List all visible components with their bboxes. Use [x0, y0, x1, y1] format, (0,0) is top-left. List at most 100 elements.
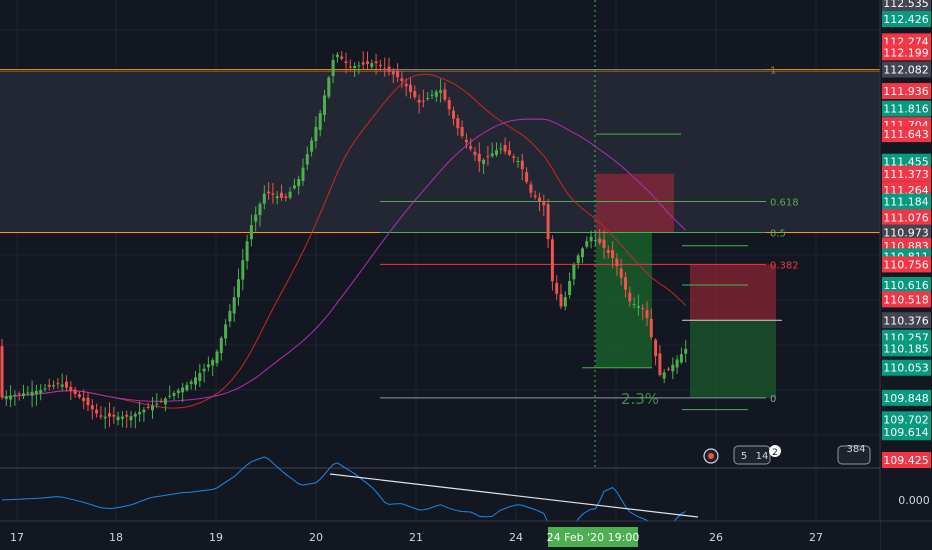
price-label-box	[882, 11, 931, 28]
position-1-stop-zone	[596, 173, 674, 233]
candle-body	[129, 416, 133, 421]
price-label: 111.373	[883, 168, 929, 181]
time-axis[interactable]	[0, 521, 880, 550]
candle-body	[284, 196, 288, 198]
candle-body	[232, 297, 236, 314]
candle-body	[254, 214, 258, 222]
candle-body	[512, 156, 516, 158]
candle-body	[133, 414, 137, 417]
candle-body	[206, 364, 210, 368]
candle-body	[533, 195, 537, 197]
candle-body	[417, 99, 421, 103]
candle-body	[387, 66, 391, 72]
candle-body	[73, 389, 77, 394]
candle-body	[546, 204, 550, 240]
candle-body	[520, 160, 524, 170]
candle-body	[340, 56, 344, 59]
price-label: 110.616	[883, 279, 929, 292]
candle-body	[679, 354, 683, 363]
price-label-box	[882, 291, 931, 308]
candle-body	[619, 268, 623, 278]
candle-body	[378, 64, 382, 67]
price-label: 112.426	[883, 13, 929, 26]
fib-level-label: 0.618	[770, 198, 799, 209]
candle-body	[237, 279, 240, 298]
candle-body	[30, 391, 34, 396]
price-label-box	[882, 209, 931, 226]
candle-body	[469, 146, 473, 149]
price-label: 111.076	[883, 211, 929, 224]
candle-body	[555, 282, 559, 294]
price-label-box	[882, 224, 931, 241]
candle-body	[404, 83, 408, 87]
crosshair-time-box	[548, 527, 638, 547]
price-label-box	[882, 153, 931, 170]
candle-body	[353, 66, 357, 69]
candle-body	[460, 127, 464, 137]
candle-body	[421, 100, 425, 102]
price-label: 111.816	[883, 103, 929, 116]
event-badge-count: 2	[772, 448, 778, 458]
price-label-box	[882, 312, 931, 329]
candle-body	[56, 383, 60, 385]
price-label-box	[882, 411, 931, 428]
candle-body	[185, 384, 189, 391]
candle-body	[292, 185, 296, 189]
price-label: 111.936	[883, 85, 929, 98]
event-badge-1-dot	[708, 453, 714, 459]
event-badges[interactable]: 5 14 2 384	[703, 444, 871, 465]
time-tick-label: 27	[809, 531, 823, 544]
candle-body	[507, 150, 511, 155]
candle-body	[65, 381, 68, 388]
price-label: 111.264	[883, 184, 929, 197]
candle-body	[17, 393, 21, 395]
candle-body	[181, 387, 185, 393]
candle-body	[267, 191, 271, 194]
zone-fill	[0, 69, 880, 233]
candle-body	[348, 66, 352, 68]
candle-body	[396, 70, 400, 78]
candle-body	[112, 414, 116, 417]
price-label-box	[882, 340, 931, 357]
candle-body	[383, 68, 387, 70]
price-label-box	[882, 359, 931, 376]
candle-body	[327, 77, 331, 97]
candle-body	[176, 390, 180, 394]
candle-body	[477, 153, 481, 162]
candle-body	[34, 390, 38, 395]
price-label-box	[882, 424, 931, 441]
price-label: 109.702	[883, 413, 929, 426]
candle-body	[95, 409, 99, 414]
event-badge-group	[733, 445, 771, 465]
candle-body	[581, 248, 584, 258]
candle-body	[47, 384, 51, 387]
candle-body	[151, 405, 154, 411]
candle-body	[559, 294, 563, 307]
candle-body	[26, 392, 30, 394]
candle-body	[194, 377, 197, 385]
price-label: 112.199	[883, 46, 929, 59]
moving-average-slow	[1, 118, 687, 402]
candle-body	[258, 204, 262, 216]
candle-body	[168, 395, 172, 397]
fib-retracement[interactable]: 1 0.618 0.5 0.382 0	[380, 66, 799, 405]
price-label-box	[882, 193, 931, 210]
candle-body	[662, 372, 666, 379]
candle-body	[52, 385, 56, 387]
candle-body	[146, 406, 150, 408]
price-label: 112.535	[883, 0, 929, 10]
candle-body	[155, 403, 159, 405]
price-label: 111.184	[883, 196, 929, 209]
candle-body	[108, 413, 111, 417]
candle-body	[628, 292, 632, 302]
candle-body	[452, 110, 455, 119]
position-tools[interactable]	[582, 133, 782, 411]
candle-body	[645, 310, 649, 319]
candle-body	[361, 62, 365, 65]
price-label: 111.643	[883, 128, 929, 141]
price-label: 111.455	[883, 156, 929, 169]
candle-body	[624, 277, 627, 290]
candle-body	[667, 368, 670, 370]
candle-body	[318, 113, 322, 130]
